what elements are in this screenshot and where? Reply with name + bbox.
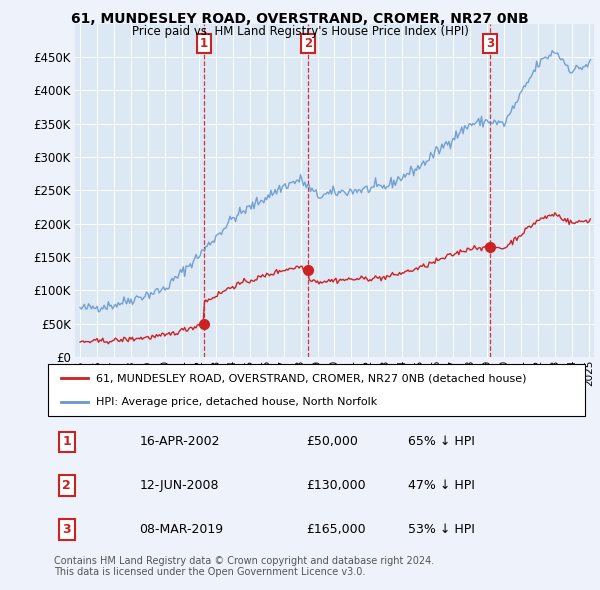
Text: £50,000: £50,000 (306, 435, 358, 448)
Text: 61, MUNDESLEY ROAD, OVERSTRAND, CROMER, NR27 0NB (detached house): 61, MUNDESLEY ROAD, OVERSTRAND, CROMER, … (97, 373, 527, 383)
Text: Contains HM Land Registry data © Crown copyright and database right 2024.
This d: Contains HM Land Registry data © Crown c… (54, 556, 434, 578)
Text: 08-MAR-2019: 08-MAR-2019 (139, 523, 223, 536)
Text: 61, MUNDESLEY ROAD, OVERSTRAND, CROMER, NR27 0NB: 61, MUNDESLEY ROAD, OVERSTRAND, CROMER, … (71, 12, 529, 26)
Text: 65% ↓ HPI: 65% ↓ HPI (408, 435, 475, 448)
Text: 1: 1 (62, 435, 71, 448)
Text: 53% ↓ HPI: 53% ↓ HPI (408, 523, 475, 536)
Text: 1: 1 (200, 37, 208, 50)
Text: 16-APR-2002: 16-APR-2002 (139, 435, 220, 448)
Text: £130,000: £130,000 (306, 479, 365, 492)
Text: 3: 3 (487, 37, 494, 50)
Text: 2: 2 (304, 37, 312, 50)
FancyBboxPatch shape (48, 364, 585, 416)
Text: 3: 3 (62, 523, 71, 536)
Text: 12-JUN-2008: 12-JUN-2008 (139, 479, 219, 492)
Text: 2: 2 (62, 479, 71, 492)
Text: HPI: Average price, detached house, North Norfolk: HPI: Average price, detached house, Nort… (97, 397, 377, 407)
Text: Price paid vs. HM Land Registry's House Price Index (HPI): Price paid vs. HM Land Registry's House … (131, 25, 469, 38)
Text: 47% ↓ HPI: 47% ↓ HPI (408, 479, 475, 492)
Text: £165,000: £165,000 (306, 523, 365, 536)
